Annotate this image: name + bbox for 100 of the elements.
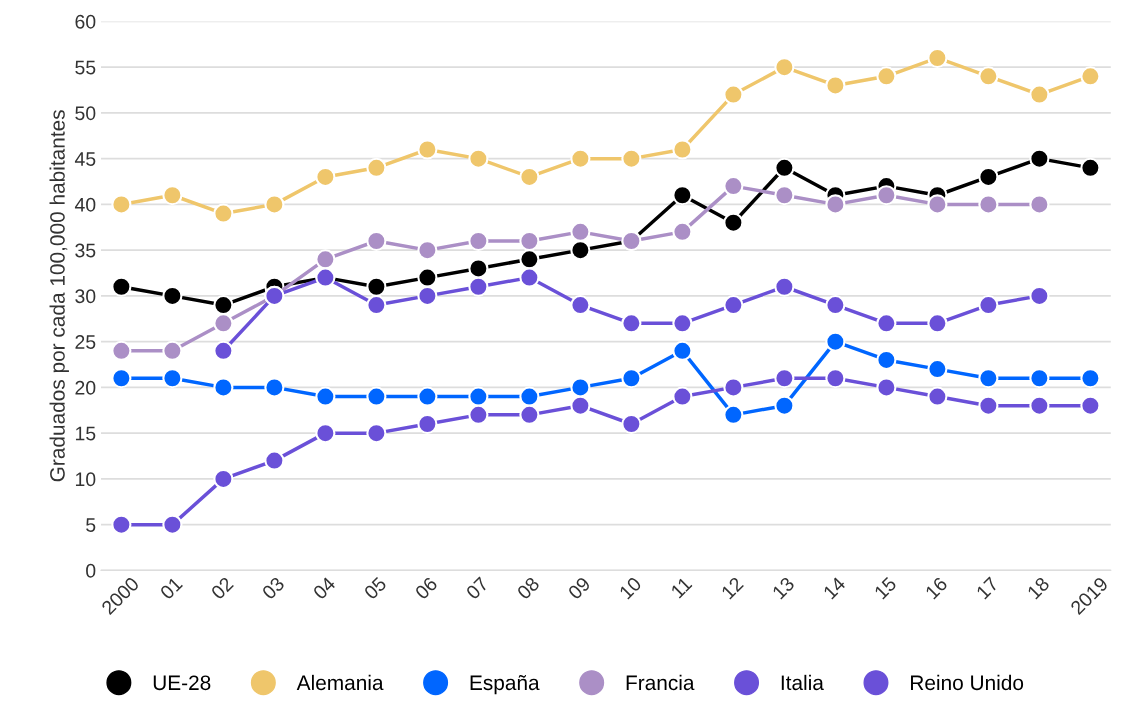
- point: [162, 185, 183, 206]
- point: [519, 267, 540, 288]
- point: [468, 276, 489, 297]
- legend-label: Reino Unido: [911, 674, 1024, 691]
- y-tick-label: 35: [75, 243, 96, 258]
- point: [162, 368, 183, 389]
- point: [1080, 395, 1101, 416]
- point: [315, 386, 336, 407]
- x-tick-label: 17: [975, 576, 999, 600]
- y-tick-label: 40: [74, 197, 96, 212]
- point: [417, 267, 438, 288]
- point: [978, 66, 999, 87]
- x-tick-label: 15: [873, 576, 898, 600]
- x-tick-label: 16: [924, 576, 949, 600]
- point: [876, 185, 897, 206]
- point: [570, 294, 591, 316]
- point: [825, 294, 846, 316]
- point: [774, 395, 795, 416]
- x-tick-label: 18: [1026, 576, 1051, 600]
- point: [417, 285, 438, 306]
- point: [519, 249, 540, 270]
- point: [366, 294, 387, 316]
- point: [876, 313, 897, 334]
- point: [672, 313, 693, 334]
- point: [927, 194, 948, 215]
- y-tick-label: 0: [86, 563, 96, 578]
- point: [978, 294, 999, 316]
- point: [264, 194, 285, 215]
- point: [468, 258, 489, 279]
- y-tick-label: 50: [75, 106, 96, 121]
- point: [723, 84, 744, 105]
- point: [417, 139, 438, 160]
- point: [417, 240, 438, 261]
- legend-label: Italia: [781, 674, 824, 691]
- point: [621, 413, 642, 435]
- point: [978, 166, 999, 188]
- x-tick-label: 12: [720, 576, 744, 600]
- y-tick-label: 15: [75, 426, 96, 441]
- x-tick-label: 08: [516, 576, 541, 601]
- point: [366, 157, 387, 178]
- x-tick-label: 11: [670, 576, 693, 599]
- point: [315, 423, 336, 444]
- x-tick-label: 01: [159, 576, 184, 601]
- point: [927, 313, 948, 334]
- point: [111, 194, 132, 215]
- point: [162, 514, 183, 535]
- point: [111, 514, 132, 535]
- point: [774, 276, 795, 297]
- x-tick-label: 02: [210, 576, 235, 601]
- point: [162, 340, 183, 361]
- point: [1029, 194, 1050, 215]
- point: [927, 386, 948, 407]
- point: [213, 468, 234, 489]
- point: [672, 340, 693, 361]
- point: [825, 368, 846, 389]
- y-tick-label: 25: [75, 335, 96, 349]
- point: [468, 386, 489, 407]
- point: [366, 386, 387, 407]
- point: [213, 377, 234, 398]
- legend-label: Francia: [626, 674, 695, 691]
- legend-label: UE-28: [153, 675, 211, 691]
- point: [672, 221, 693, 242]
- point: [264, 450, 285, 471]
- y-tick-label: 20: [75, 380, 96, 395]
- point: [978, 368, 999, 389]
- point: [570, 240, 591, 261]
- point: [519, 166, 540, 188]
- point: [825, 194, 846, 215]
- y-tick-label: 10: [75, 472, 96, 487]
- point: [111, 368, 132, 389]
- point: [1080, 66, 1101, 87]
- point: [1029, 285, 1050, 306]
- y-tick-label: 5: [86, 518, 96, 532]
- point: [723, 377, 744, 398]
- point: [162, 285, 183, 306]
- point: [570, 377, 591, 398]
- point: [927, 47, 948, 69]
- x-tick-label: 14: [822, 576, 847, 600]
- x-tick-label: 10: [618, 576, 643, 600]
- x-tick-label: 09: [567, 576, 592, 601]
- point: [825, 75, 846, 96]
- point: [672, 386, 693, 407]
- point: [621, 148, 642, 169]
- point: [621, 368, 642, 389]
- legend-label: España: [470, 674, 540, 695]
- point: [468, 404, 489, 425]
- legend-label: Alemania: [296, 674, 384, 691]
- point: [570, 148, 591, 169]
- x-tick-label: 03: [261, 576, 286, 601]
- point: [723, 404, 744, 425]
- point: [723, 212, 744, 233]
- point: [315, 166, 336, 188]
- point: [570, 395, 591, 416]
- point: [417, 386, 438, 407]
- x-tick-label: 06: [414, 576, 439, 601]
- x-tick-label: 05: [363, 576, 388, 601]
- point: [1029, 84, 1050, 105]
- point: [519, 386, 540, 407]
- x-tick-label: 13: [771, 576, 796, 600]
- point: [570, 221, 591, 242]
